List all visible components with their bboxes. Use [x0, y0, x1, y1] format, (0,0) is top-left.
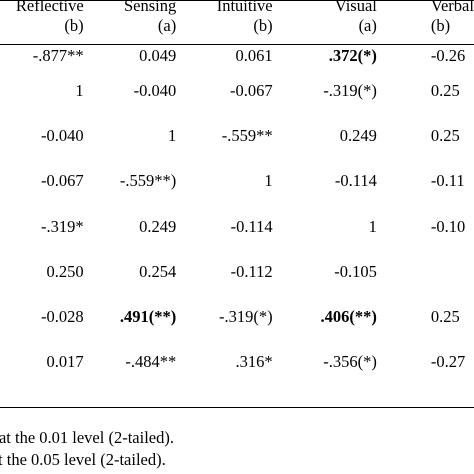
table-cell: -0.028	[41, 307, 84, 327]
table-row: -0.067 -.559**) 1 -0.114 -0.11	[0, 159, 474, 204]
table-cell: 0.25	[430, 80, 460, 100]
table-cell: 1	[167, 125, 177, 145]
table-cell: -0.10	[430, 216, 466, 236]
table-cell: -.356(*)	[323, 352, 377, 372]
table-cell: -0.105	[334, 261, 377, 281]
table-row: -.877** 0.049 0.061 .372(*) -0.26	[0, 44, 474, 68]
header-divider-rule	[0, 44, 474, 45]
table-cell: .491(**)	[119, 307, 177, 327]
table-cell: -0.114	[334, 171, 377, 191]
header-row-names: Reflective Sensing Intuitive Visual Verb…	[0, 0, 474, 22]
table-bottom-rule	[0, 407, 474, 408]
table-cell: 0.049	[139, 46, 177, 65]
column-header-visual: Visual	[334, 0, 377, 15]
correlation-table: Reflective Sensing Intuitive Visual Verb…	[0, 0, 474, 385]
column-header-intuitive: Intuitive	[216, 0, 273, 15]
column-code-visual: (a)	[358, 16, 377, 35]
table-top-rule	[0, 0, 474, 1]
table-cell: 0.25	[430, 125, 460, 145]
table-cell: .316*	[235, 352, 273, 372]
table-cell: 0.250	[46, 261, 84, 281]
table-body: -.877** 0.049 0.061.372(*) -0.26 1 -0.040 -0.0…	[0, 44, 474, 385]
table-cell: -0.26	[430, 46, 466, 65]
table-cell: -.484**	[125, 352, 177, 372]
footnote-significance-001: nt at the 0.01 level (2-tailed).	[0, 428, 174, 447]
table-cell: -0.27	[430, 352, 466, 372]
table-cell: -0.11	[430, 171, 465, 191]
column-header-sensing: Sensing	[123, 0, 177, 15]
table-cell: 0.254	[139, 261, 177, 281]
table-cell: 1	[368, 216, 377, 236]
footnote-significance-005: t at the 0.05 level (2-tailed).	[0, 450, 166, 469]
table-cell: -.559**	[221, 125, 273, 145]
table-cell: -0.114	[230, 216, 273, 236]
header-row-codes: (b) (a) (b) (a) (b)	[0, 16, 474, 44]
table-cell: 0.25	[430, 307, 460, 327]
table-cell: 1	[75, 80, 84, 100]
table-cell: -0.040	[133, 80, 177, 100]
table-cell: 0.249	[339, 125, 377, 145]
table-cell: -.319*	[41, 216, 84, 236]
table-cell: -0.112	[230, 261, 273, 281]
table-cell: 0.017	[46, 352, 84, 372]
table-row: -.319* 0.249 -0.114 1 -0.10	[0, 204, 474, 249]
table-cell: -0.040	[41, 125, 84, 145]
table-row: -0.040 1 -.559** 0.249 0.25	[0, 113, 474, 158]
table-row: 0.017 -.484** .316* -.356(*) -0.27	[0, 340, 474, 385]
table-cell: 1	[264, 171, 273, 191]
column-code-verbal: (b)	[430, 16, 451, 35]
table-cell: -0.067	[41, 171, 84, 191]
column-code-reflective: (b)	[64, 16, 84, 35]
table-cell: -0.067	[230, 80, 273, 100]
table-cell: 0.061	[235, 46, 273, 65]
table-cell: -.319(*)	[323, 80, 377, 100]
table-cell: .372(*)	[328, 46, 377, 65]
table-row: -0.028 .491(**) -.319(*) .406(**) 0.25	[0, 294, 474, 339]
table-row: 1 -0.040 -0.067 -.319(*) 0.25	[0, 68, 474, 113]
table-cell: .406(**)	[320, 307, 377, 327]
column-header-reflective: Reflective	[15, 0, 84, 15]
table-cell	[389, 249, 474, 294]
column-header-verbal: Verbal	[430, 0, 474, 15]
column-code-sensing: (a)	[157, 16, 177, 35]
column-code-intuitive: (b)	[253, 16, 273, 35]
table-cell: -.877**	[32, 46, 84, 65]
table-cell: -.319(*)	[219, 307, 273, 327]
table-row: 0.250 0.254 -0.112 -0.105	[0, 249, 474, 294]
table-cell: -.559**)	[119, 171, 177, 191]
table-cell: 0.249	[139, 216, 177, 236]
